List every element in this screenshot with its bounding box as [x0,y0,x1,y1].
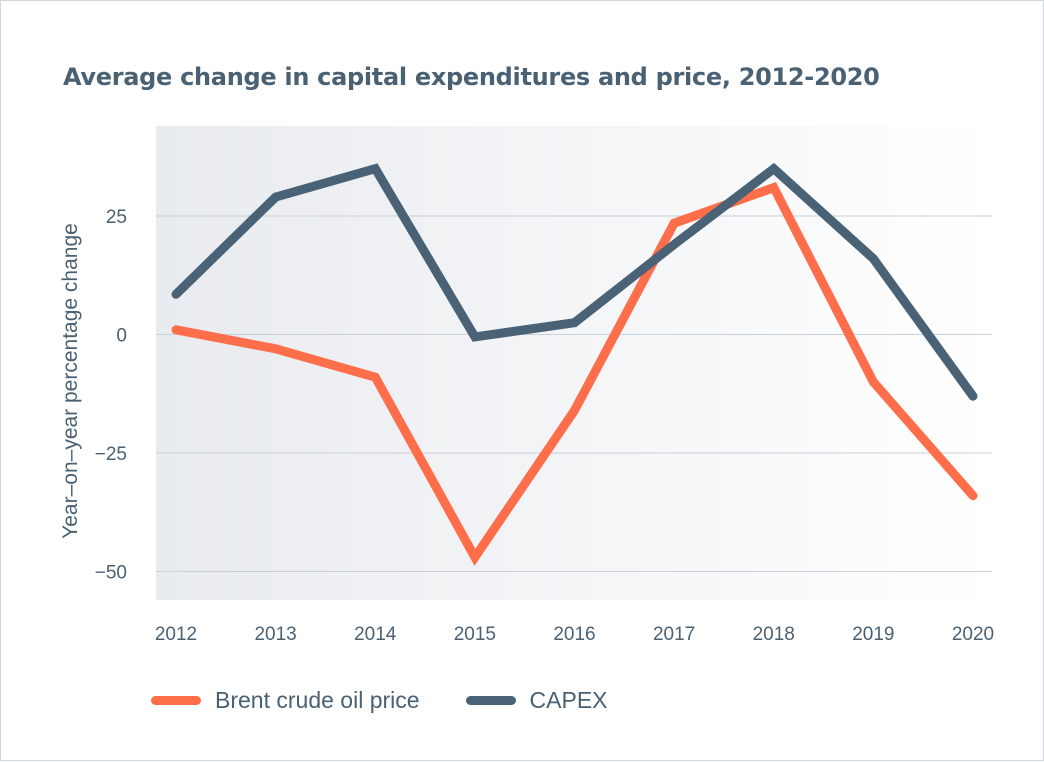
x-tick-label: 2014 [354,624,397,645]
legend-label-brent: Brent crude oil price [215,687,420,713]
series-line-brent [171,182,978,566]
legend-swatch-brent [151,696,201,705]
plot-background [156,126,992,600]
legend-item-capex: CAPEX [465,687,608,714]
y-axis-label: Year–on–year percentage change [59,223,82,539]
y-tick-label: 25 [106,207,127,228]
x-tick-label: 2018 [753,624,795,645]
legend-label-capex: CAPEX [529,687,608,713]
x-tick-label: 2015 [454,624,496,645]
y-tick-label: −50 [95,563,127,584]
legend-swatch-capex [465,696,516,705]
x-tick-label: 2013 [254,624,296,645]
x-tick-label: 2020 [952,624,994,645]
chart-title: Average change in capital expenditures a… [63,63,880,91]
y-tick-label: −25 [95,444,127,465]
legend: Brent crude oil price CAPEX [151,687,654,714]
series-line-capex [171,162,978,401]
x-tick-label: 2016 [553,624,595,645]
x-tick-label: 2019 [852,624,894,645]
x-tick-label: 2017 [653,624,695,645]
y-tick-label: 0 [116,326,127,347]
legend-item-brent: Brent crude oil price [151,687,420,714]
x-tick-label: 2012 [155,624,197,645]
